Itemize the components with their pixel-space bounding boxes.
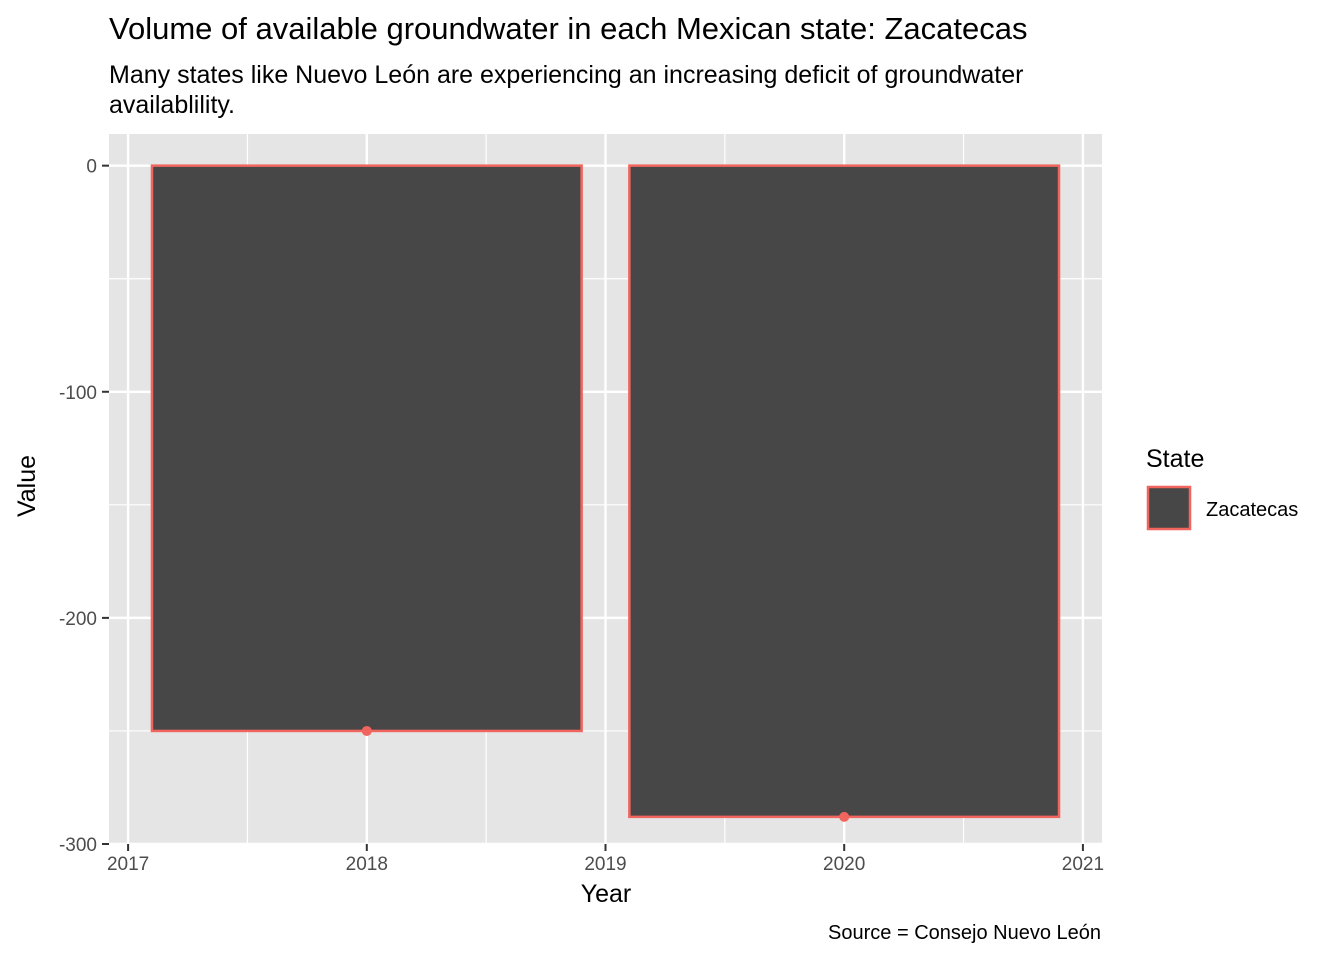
y-axis-title: Value (13, 455, 41, 517)
x-tick-label: 2019 (584, 854, 626, 875)
y-tick-label: 0 (86, 157, 97, 178)
bar-2018 (150, 164, 583, 733)
legend-label: Zacatecas (1206, 499, 1298, 521)
x-tick-label: 2020 (823, 854, 865, 875)
x-axis: 2017 2018 2019 2020 2021 (107, 844, 1104, 875)
chart-title: Volume of available groundwater in each … (109, 11, 1028, 46)
point-2020 (839, 811, 850, 822)
y-axis: 0 -100 -200 -300 (59, 157, 109, 856)
y-tick-label: -100 (59, 383, 97, 404)
x-tick-label: 2021 (1062, 854, 1104, 875)
source-caption: Source = Consejo Nuevo León (828, 922, 1101, 944)
points (361, 725, 850, 822)
x-axis-title: Year (581, 880, 632, 908)
chart-subtitle: Many states like Nuevo León are experien… (109, 61, 1024, 119)
bars (150, 164, 1061, 819)
legend-key (1146, 485, 1192, 531)
y-tick-label: -200 (59, 609, 97, 630)
x-tick-label: 2017 (107, 854, 149, 875)
y-tick-label: -300 (59, 835, 97, 856)
legend: State Zacatecas (1146, 445, 1298, 531)
legend-title: State (1146, 445, 1204, 473)
point-2018 (361, 725, 372, 736)
bar-2020 (628, 164, 1061, 819)
x-tick-label: 2018 (346, 854, 388, 875)
